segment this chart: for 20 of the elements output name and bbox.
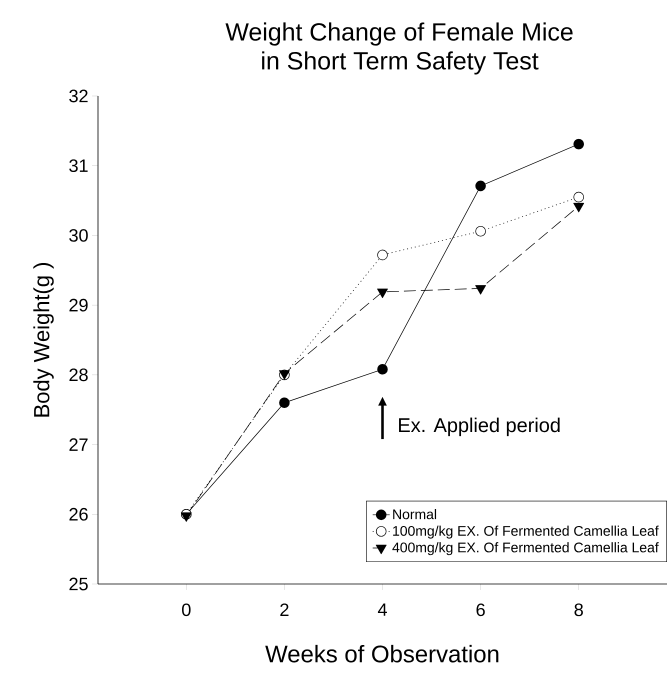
annotation: Ex. Applied period [399,418,560,436]
y-axis-title: Body Weight(g ) [33,263,54,417]
x-tick-label: 6 [476,603,485,616]
x-tick-label: 4 [378,603,387,616]
chart-title: Weight Change of Female Mice in Short Term Safety Test [225,22,573,75]
legend-label: Normal [393,509,436,520]
y-tick-label: 29 [69,298,88,312]
y-tick-label: 30 [69,229,88,242]
y-tick-label: 26 [69,508,88,521]
y-tick-label: 31 [69,159,88,172]
legend-label: 100mg/kg EX. Of Fermented Camellia Leaf [393,526,659,539]
y-tick-label: 25 [69,578,88,590]
x-tick-label: 2 [280,603,288,616]
legend-label: 400mg/kg EX. Of Fermented Camellia Leaf [392,542,659,556]
y-tick-label: 32 [69,90,88,102]
y-tick-label: 27 [69,438,88,451]
x-tick-label: 8 [574,603,583,616]
y-tick-label: 28 [69,368,88,382]
x-tick-label: 0 [182,603,191,616]
x-axis-title: Weeks of Observation [265,644,498,662]
